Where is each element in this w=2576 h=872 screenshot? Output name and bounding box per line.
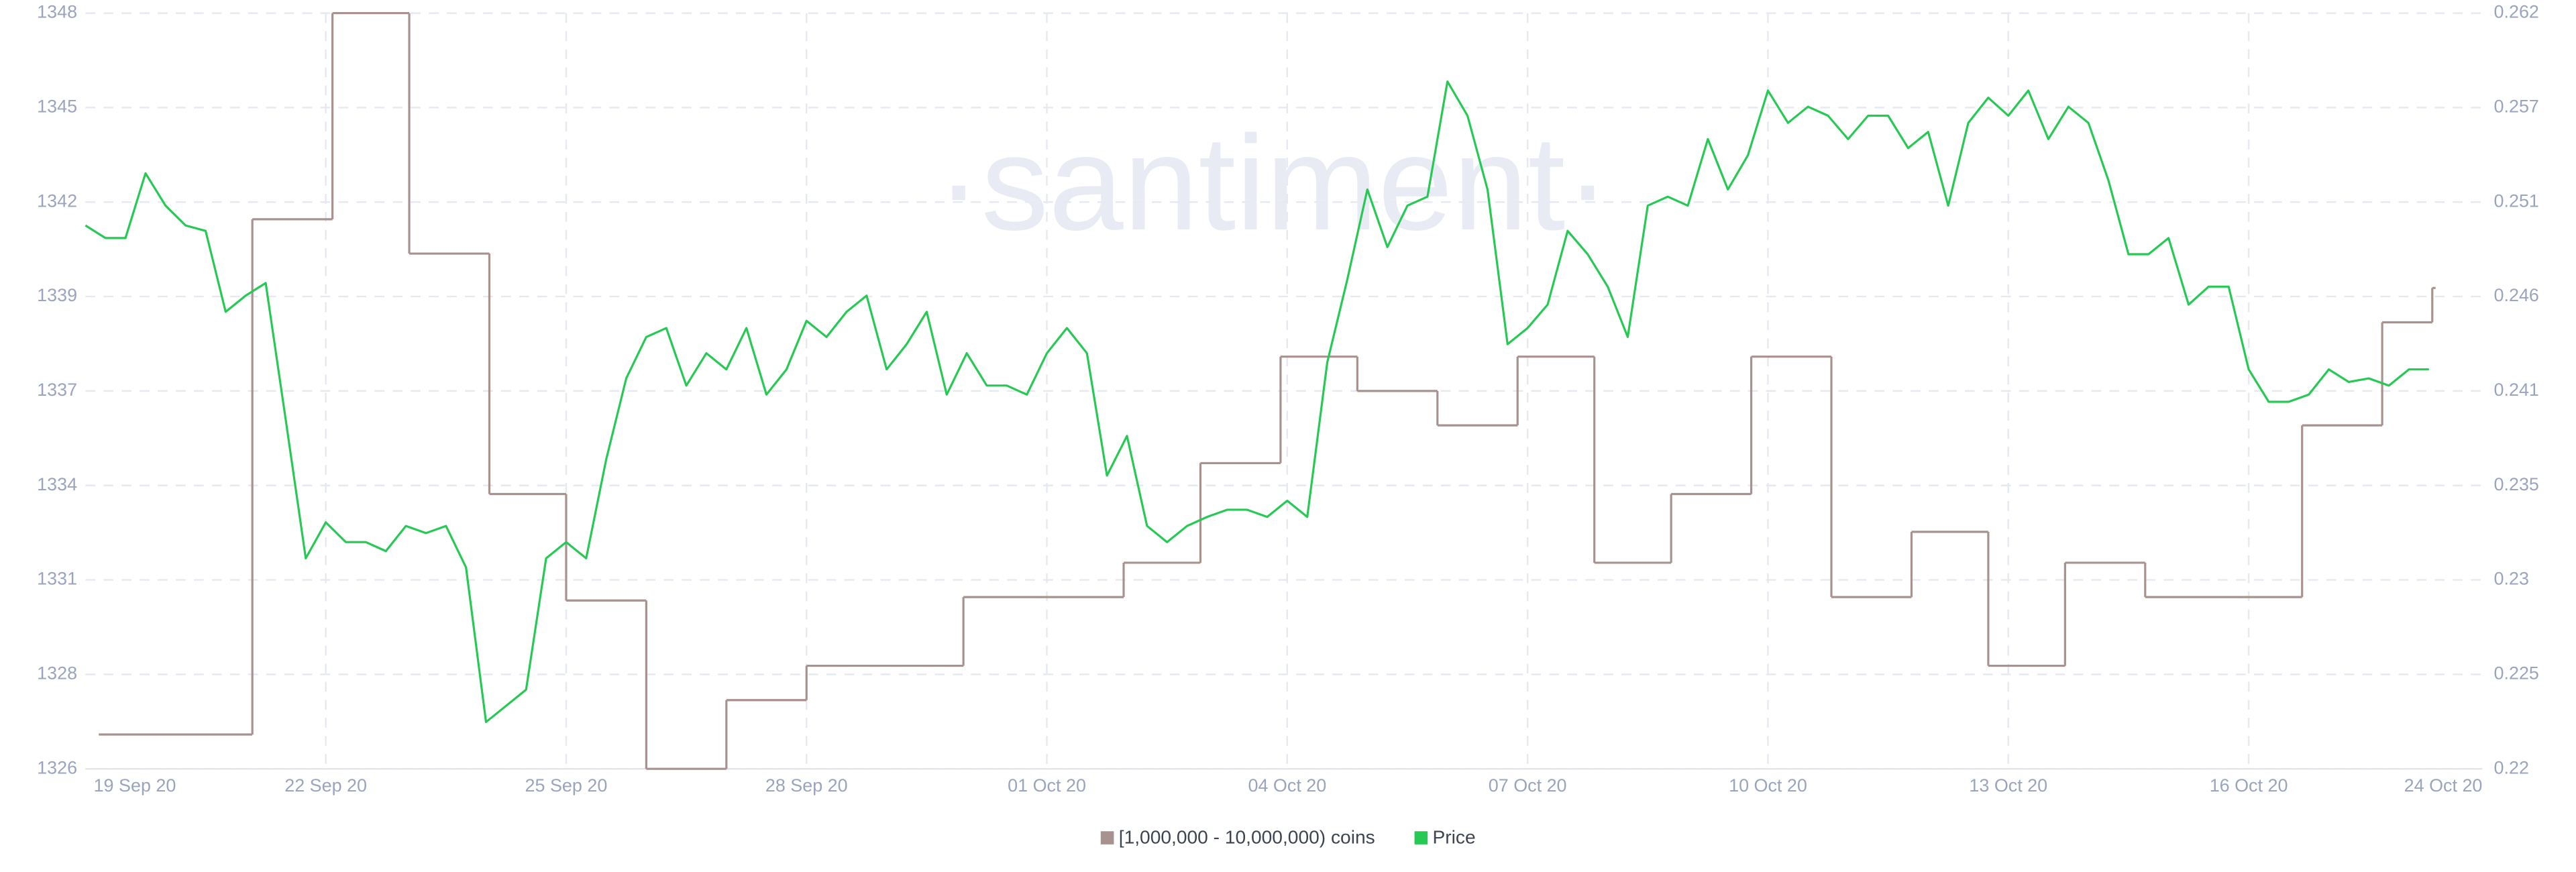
legend-swatch <box>1414 831 1428 844</box>
y2-tick-label: 0.235 <box>2494 474 2539 494</box>
y-tick-label: 1339 <box>37 285 77 305</box>
legend-label: [1,000,000 - 10,000,000) coins <box>1119 827 1375 848</box>
x-tick-label: 04 Oct 20 <box>1248 775 1326 796</box>
y-tick-label: 1334 <box>37 474 77 494</box>
y2-tick-label: 0.246 <box>2494 285 2539 305</box>
x-tick-label: 19 Sep 20 <box>94 775 176 796</box>
y2-tick-label: 0.251 <box>2494 190 2539 211</box>
x-tick-label: 22 Sep 20 <box>284 775 367 796</box>
x-tick-label: 28 Sep 20 <box>765 775 848 796</box>
legend-swatch <box>1100 831 1114 844</box>
y-tick-label: 1331 <box>37 569 77 589</box>
price-line <box>85 80 2429 724</box>
y2-tick-label: 0.22 <box>2494 757 2529 777</box>
x-tick-label: 07 Oct 20 <box>1489 775 1567 796</box>
x-tick-label: 25 Sep 20 <box>525 775 608 796</box>
x-tick-label: 01 Oct 20 <box>1008 775 1086 796</box>
y2-tick-label: 0.23 <box>2494 569 2529 589</box>
x-tick-label: 16 Oct 20 <box>2210 775 2288 796</box>
y2-tick-label: 0.225 <box>2494 663 2539 683</box>
legend-label: Price <box>1433 827 1476 848</box>
y2-tick-label: 0.257 <box>2494 97 2539 117</box>
y-tick-label: 1348 <box>37 2 77 22</box>
x-tick-label: 13 Oct 20 <box>1969 775 2047 796</box>
y2-tick-label: 0.262 <box>2494 2 2539 22</box>
watermark: ·santiment· <box>936 107 1610 258</box>
y-tick-label: 1345 <box>37 97 77 117</box>
y2-tick-label: 0.241 <box>2494 380 2539 400</box>
x-end-label: 24 Oct 20 <box>2404 775 2483 796</box>
y-tick-label: 1337 <box>37 380 77 400</box>
y-tick-label: 1328 <box>37 663 77 683</box>
x-tick-label: 10 Oct 20 <box>1729 775 1807 796</box>
y-tick-label: 1342 <box>37 190 77 211</box>
y-tick-label: 1326 <box>37 757 77 777</box>
